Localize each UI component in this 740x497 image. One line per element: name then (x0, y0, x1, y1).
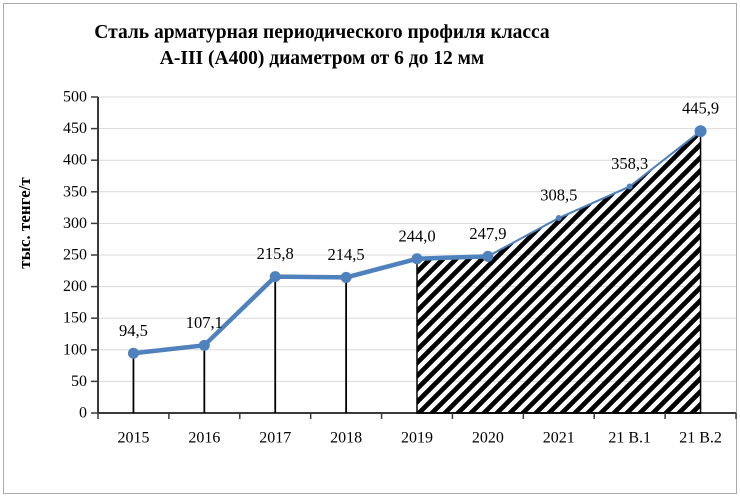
data-point-marker (482, 250, 494, 262)
chart-title-line2: А-III (А400) диаметром от 6 до 12 мм (159, 48, 485, 69)
chart-title-line1: Сталь арматурная периодического профиля … (94, 22, 550, 43)
y-axis-tick-label: 350 (63, 183, 87, 200)
y-axis-tick-label: 300 (63, 215, 87, 232)
x-axis-category-label: 2021 (543, 430, 575, 447)
y-axis-tick-label: 450 (63, 120, 87, 137)
data-point-label: 358,3 (611, 154, 648, 173)
y-axis-tick-label: 150 (63, 310, 87, 327)
x-axis-category-label: 2019 (401, 430, 433, 447)
y-axis-tick-label: 500 (63, 89, 87, 106)
forecast-hatch-area (416, 129, 702, 414)
data-point-marker (411, 253, 423, 265)
price-line-actual (131, 254, 491, 356)
x-axis-category-label: 2015 (117, 430, 149, 447)
data-point-label: 247,9 (469, 224, 506, 243)
y-axis-tick-label: 0 (79, 405, 87, 422)
x-axis-category-label: 2020 (472, 430, 504, 447)
data-point-label: 107,1 (186, 313, 223, 332)
x-axis-category-label: 21 В.2 (679, 430, 722, 447)
y-axis-tick-label: 200 (63, 278, 87, 295)
chart-title: Сталь арматурная периодического профиля … (18, 20, 626, 72)
data-point-marker (340, 271, 352, 283)
data-point-label: 214,5 (328, 245, 365, 264)
data-point-marker (626, 183, 633, 190)
data-point-marker (694, 125, 707, 138)
x-axis-category-label: 21 В.1 (608, 430, 651, 447)
data-point-label: 445,9 (682, 99, 719, 118)
y-axis-tick-label: 50 (71, 373, 87, 390)
data-point-label: 215,8 (257, 244, 294, 263)
data-point-label: 94,5 (119, 321, 148, 340)
data-point-marker (555, 215, 562, 222)
x-axis-category-label: 2017 (259, 430, 291, 447)
price-line-forecast (486, 130, 702, 258)
x-axis-category-label: 2018 (330, 430, 362, 447)
y-axis-tick-label: 250 (63, 247, 87, 264)
data-point-marker (198, 339, 210, 351)
x-axis-category-label: 2016 (188, 430, 220, 447)
data-point-label: 244,0 (398, 226, 435, 245)
y-axis-tick-label: 100 (63, 341, 87, 358)
data-point-marker (269, 271, 281, 283)
data-point-label: 308,5 (540, 186, 577, 205)
y-axis-tick-label: 400 (63, 152, 87, 169)
data-point-marker (127, 347, 139, 359)
